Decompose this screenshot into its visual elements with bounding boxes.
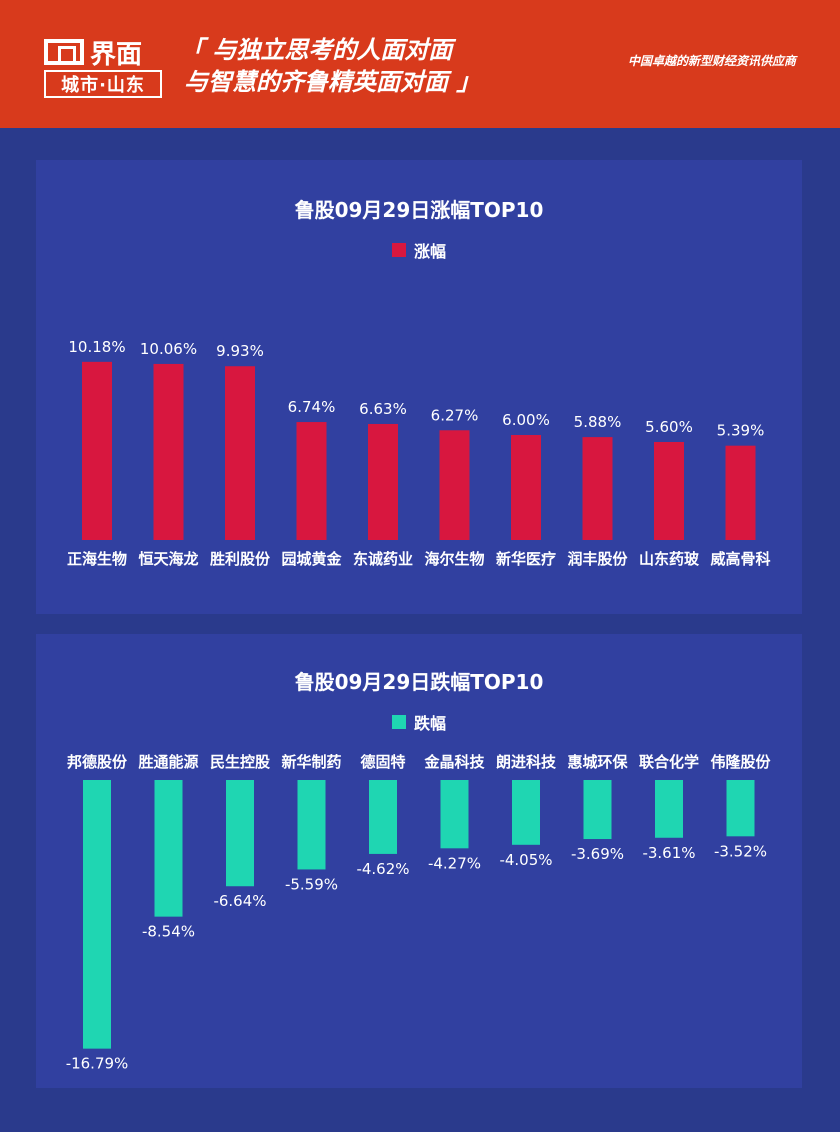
gain-bar [153,363,184,540]
loss-bar [726,780,755,837]
slogan-line-2: 与智慧的齐鲁精英面对面 」 [184,68,481,96]
loss-legend-label: 跌幅 [413,714,446,733]
gain-legend-swatch [391,243,406,257]
loss-value-label: -4.05% [499,851,552,869]
header-banner: 界面 城市·山东 「 与独立思考的人面对面 与智慧的齐鲁精英面对面 」 中国卓越… [0,0,840,128]
gain-value-label: 6.63% [359,400,407,418]
gain-category-label: 东诚药业 [353,550,413,568]
gain-bar [368,423,398,540]
loss-category-label: 民生控股 [210,753,271,771]
loss-bar [655,780,683,838]
loss-chart-panel: 鲁股09月29日跌幅TOP10 跌幅 邦德股份 -16.79% 胜通能源 -8.54%… [36,634,802,1088]
logo-text: 界面 [90,39,143,70]
loss-bar [440,780,469,849]
gain-value-label: 6.27% [431,406,479,424]
logo-subtitle: 城市·山东 [44,70,162,98]
brand-logo: 界面 城市·山东 [44,36,162,98]
loss-category-label: 惠城环保 [567,753,628,771]
loss-bar [583,780,612,840]
loss-chart-title: 鲁股09月29日跌幅TOP10 [294,670,544,694]
loss-bar [83,780,111,1049]
gain-category-label: 正海生物 [67,550,127,568]
gain-bar [582,437,613,540]
loss-category-label: 联合化学 [639,753,699,771]
gain-bar [296,422,327,540]
gain-category-label: 润丰股份 [567,550,628,568]
gain-bar [225,366,255,540]
gain-category-label: 威高骨科 [710,550,770,568]
gain-value-label: 5.39% [717,422,765,440]
loss-bar [226,780,254,887]
gain-legend-label: 涨幅 [413,242,446,261]
slogan-line-1: 「 与独立思考的人面对面 [180,36,453,64]
loss-category-label: 朗进科技 [496,753,557,771]
gain-chart-panel: 鲁股09月29日涨幅TOP10 涨幅 10.18% 正海生物 10.06% 恒天海龙 9… [36,160,802,614]
gain-value-label: 5.60% [645,418,693,436]
gain-value-label: 6.74% [288,398,336,416]
loss-category-label: 金晶科技 [423,753,485,771]
gain-category-label: 新华医疗 [496,550,556,568]
tagline: 中国卓越的新型财经资讯供应商 [627,54,796,68]
loss-bar-chart: 邦德股份 -16.79% 胜通能源 -8.54% 民生控股 -6.64% 新华制药 -5.59… [66,753,772,1073]
gain-bar [654,442,684,540]
gain-category-label: 山东药玻 [639,550,700,568]
gain-category-label: 海尔生物 [424,550,484,568]
gain-category-label: 恒天海龙 [138,550,198,568]
loss-category-label: 伟隆股份 [710,753,771,771]
gain-category-label: 胜利股份 [210,550,271,568]
gain-value-label: 10.06% [140,340,197,358]
gain-value-label: 9.93% [216,342,264,360]
loss-value-label: -3.52% [714,842,767,860]
loss-value-label: -3.61% [642,844,695,862]
gain-bar [82,361,112,540]
gain-legend: 涨幅 [36,238,802,262]
loss-bar [512,780,540,845]
loss-category-label: 德固特 [360,753,405,771]
gain-bar [439,430,470,540]
loss-category-label: 邦德股份 [67,753,128,771]
gain-bar [511,435,541,540]
gain-chart-title: 鲁股09月29日涨幅TOP10 [294,198,544,222]
gain-bar-chart: 10.18% 正海生物 10.06% 恒天海龙 9.93% 胜利股份 6.74% 园城黄金 6.… [67,338,771,568]
loss-value-label: -3.69% [571,845,624,863]
loss-value-label: -8.54% [142,923,195,941]
logo-mark-icon [44,39,84,65]
loss-value-label: -4.62% [356,860,409,878]
loss-value-label: -6.64% [213,892,266,910]
loss-bar [369,780,397,854]
loss-bar [297,780,326,870]
loss-value-label: -16.79% [66,1055,129,1073]
loss-value-label: -4.27% [428,854,481,872]
loss-category-label: 新华制药 [281,753,341,771]
loss-bar [154,780,183,917]
loss-legend: 跌幅 [36,710,802,734]
gain-category-label: 园城黄金 [281,550,342,568]
gain-bar [725,445,756,540]
gain-value-label: 5.88% [574,413,622,431]
loss-value-label: -5.59% [285,875,338,893]
slogan: 「 与独立思考的人面对面 与智慧的齐鲁精英面对面 」 [180,34,480,98]
loss-category-label: 胜通能源 [138,753,198,771]
gain-value-label: 10.18% [68,338,125,356]
loss-legend-swatch [391,715,406,729]
gain-value-label: 6.00% [502,411,550,429]
